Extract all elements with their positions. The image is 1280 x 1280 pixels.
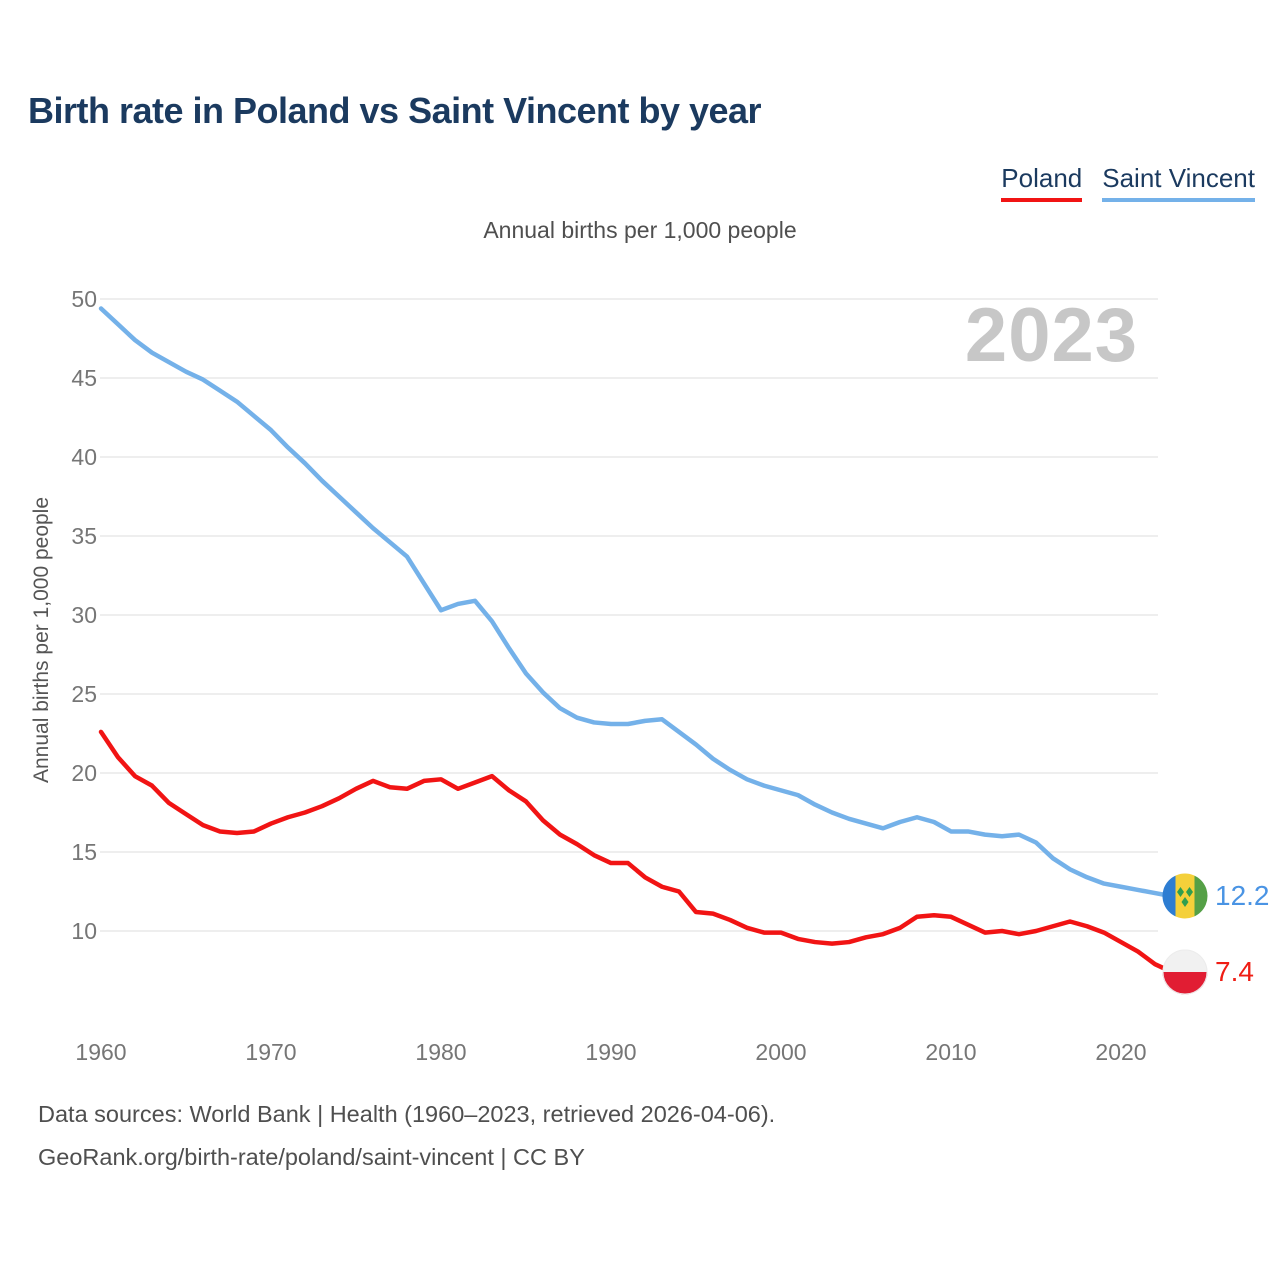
poland-line (98, 729, 1175, 975)
saint-vincent-end-marker: 12.2 (1162, 873, 1270, 919)
footer-data-sources: Data sources: World Bank | Health (1960–… (38, 1101, 776, 1127)
footer-attribution: GeoRank.org/birth-rate/poland/saint-vinc… (38, 1144, 585, 1170)
x-tick-label-1960: 1960 (75, 1039, 126, 1065)
legend-label-saint-vincent: Saint Vincent (1102, 163, 1255, 193)
page-title: Birth rate in Poland vs Saint Vincent by… (28, 90, 762, 131)
y-tick-label-25: 25 (71, 681, 97, 707)
legend-label-poland: Poland (1001, 163, 1083, 193)
y-tick-label-10: 10 (71, 918, 97, 944)
y-tick-label-20: 20 (71, 760, 97, 786)
y-tick-label-30: 30 (71, 602, 97, 628)
legend: Poland Saint Vincent (1001, 163, 1255, 202)
year-watermark: 2023 (964, 293, 1138, 378)
saint-vincent-line (98, 306, 1175, 899)
chart-subtitle: Annual births per 1,000 people (483, 217, 797, 243)
x-tick-label-1980: 1980 (415, 1039, 466, 1065)
x-tick-label-1970: 1970 (245, 1039, 296, 1065)
y-tick-label-15: 15 (71, 839, 97, 865)
y-tick-label-35: 35 (71, 523, 97, 549)
y-tick-label-45: 45 (71, 365, 97, 391)
poland-end-value: 7.4 (1215, 956, 1254, 988)
y-tick-label-40: 40 (71, 444, 97, 470)
poland-flag-icon (1162, 949, 1208, 995)
poland-end-marker: 7.4 (1162, 949, 1254, 995)
x-tick-label-1990: 1990 (585, 1039, 636, 1065)
legend-item-poland[interactable]: Poland (1001, 163, 1083, 202)
x-tick-label-2010: 2010 (925, 1039, 976, 1065)
y-tick-label-50: 50 (71, 286, 97, 312)
footer: Data sources: World Bank | Health (1960–… (38, 1093, 775, 1179)
x-tick-label-2000: 2000 (755, 1039, 806, 1065)
legend-item-saint-vincent[interactable]: Saint Vincent (1102, 163, 1255, 202)
x-tick-label-2020: 2020 (1095, 1039, 1146, 1065)
saint-vincent-flag-icon (1162, 873, 1208, 919)
saint-vincent-end-value: 12.2 (1215, 880, 1270, 912)
